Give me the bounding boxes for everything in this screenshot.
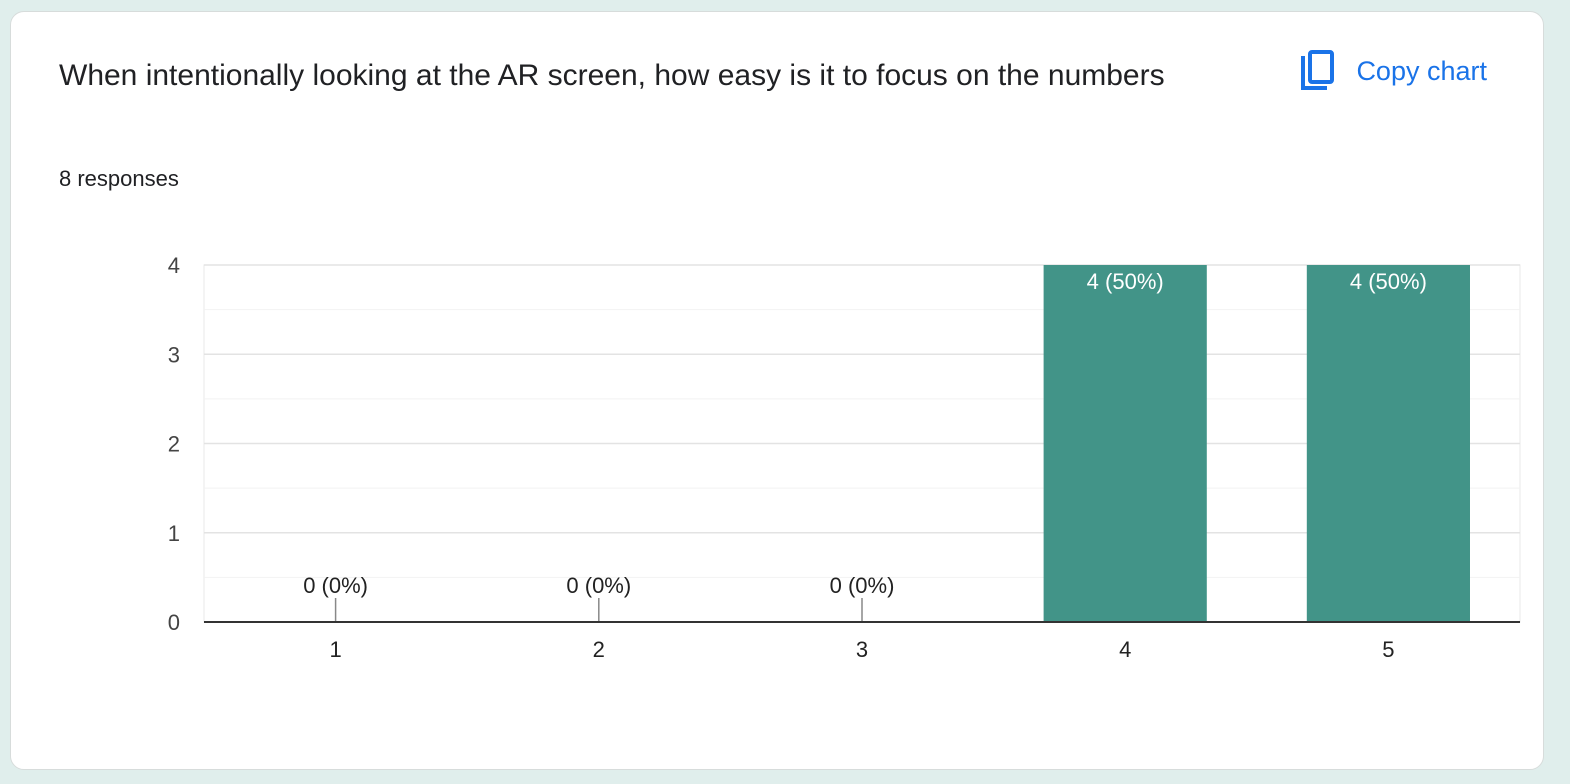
x-tick-label: 5 (1382, 637, 1394, 662)
bar-chart: 0 1 2 3 4 0 (0%) 1 0 (0%) 2 0 (0%) 3 4 (50%) 4 4 (50%… (168, 253, 1521, 662)
y-tick-label: 3 (168, 342, 180, 367)
y-tick-label: 4 (168, 253, 180, 278)
copy-chart-button[interactable]: Copy chart (1300, 50, 1487, 92)
bar-data-label: 4 (50%) (1087, 269, 1164, 294)
question-title: When intentionally looking at the AR scr… (59, 59, 1165, 92)
chart-card: When intentionally looking at the AR scr… (10, 11, 1544, 770)
copy-icon (1300, 50, 1335, 92)
bar-data-label: 0 (0%) (303, 573, 368, 598)
x-tick-label: 1 (329, 637, 341, 662)
y-tick-label: 1 (168, 521, 180, 546)
bar (1306, 265, 1470, 622)
x-tick-label: 3 (856, 637, 868, 662)
y-tick-label: 2 (168, 432, 180, 457)
x-tick-label: 4 (1119, 637, 1131, 662)
copy-chart-label: Copy chart (1356, 55, 1487, 86)
bar-data-label: 0 (0%) (830, 573, 895, 598)
y-tick-label: 0 (168, 610, 180, 635)
bar-data-label: 4 (50%) (1350, 269, 1427, 294)
bar (1043, 265, 1207, 622)
response-count: 8 responses (59, 166, 179, 191)
bar-data-label: 0 (0%) (566, 573, 631, 598)
x-tick-label: 2 (593, 637, 605, 662)
